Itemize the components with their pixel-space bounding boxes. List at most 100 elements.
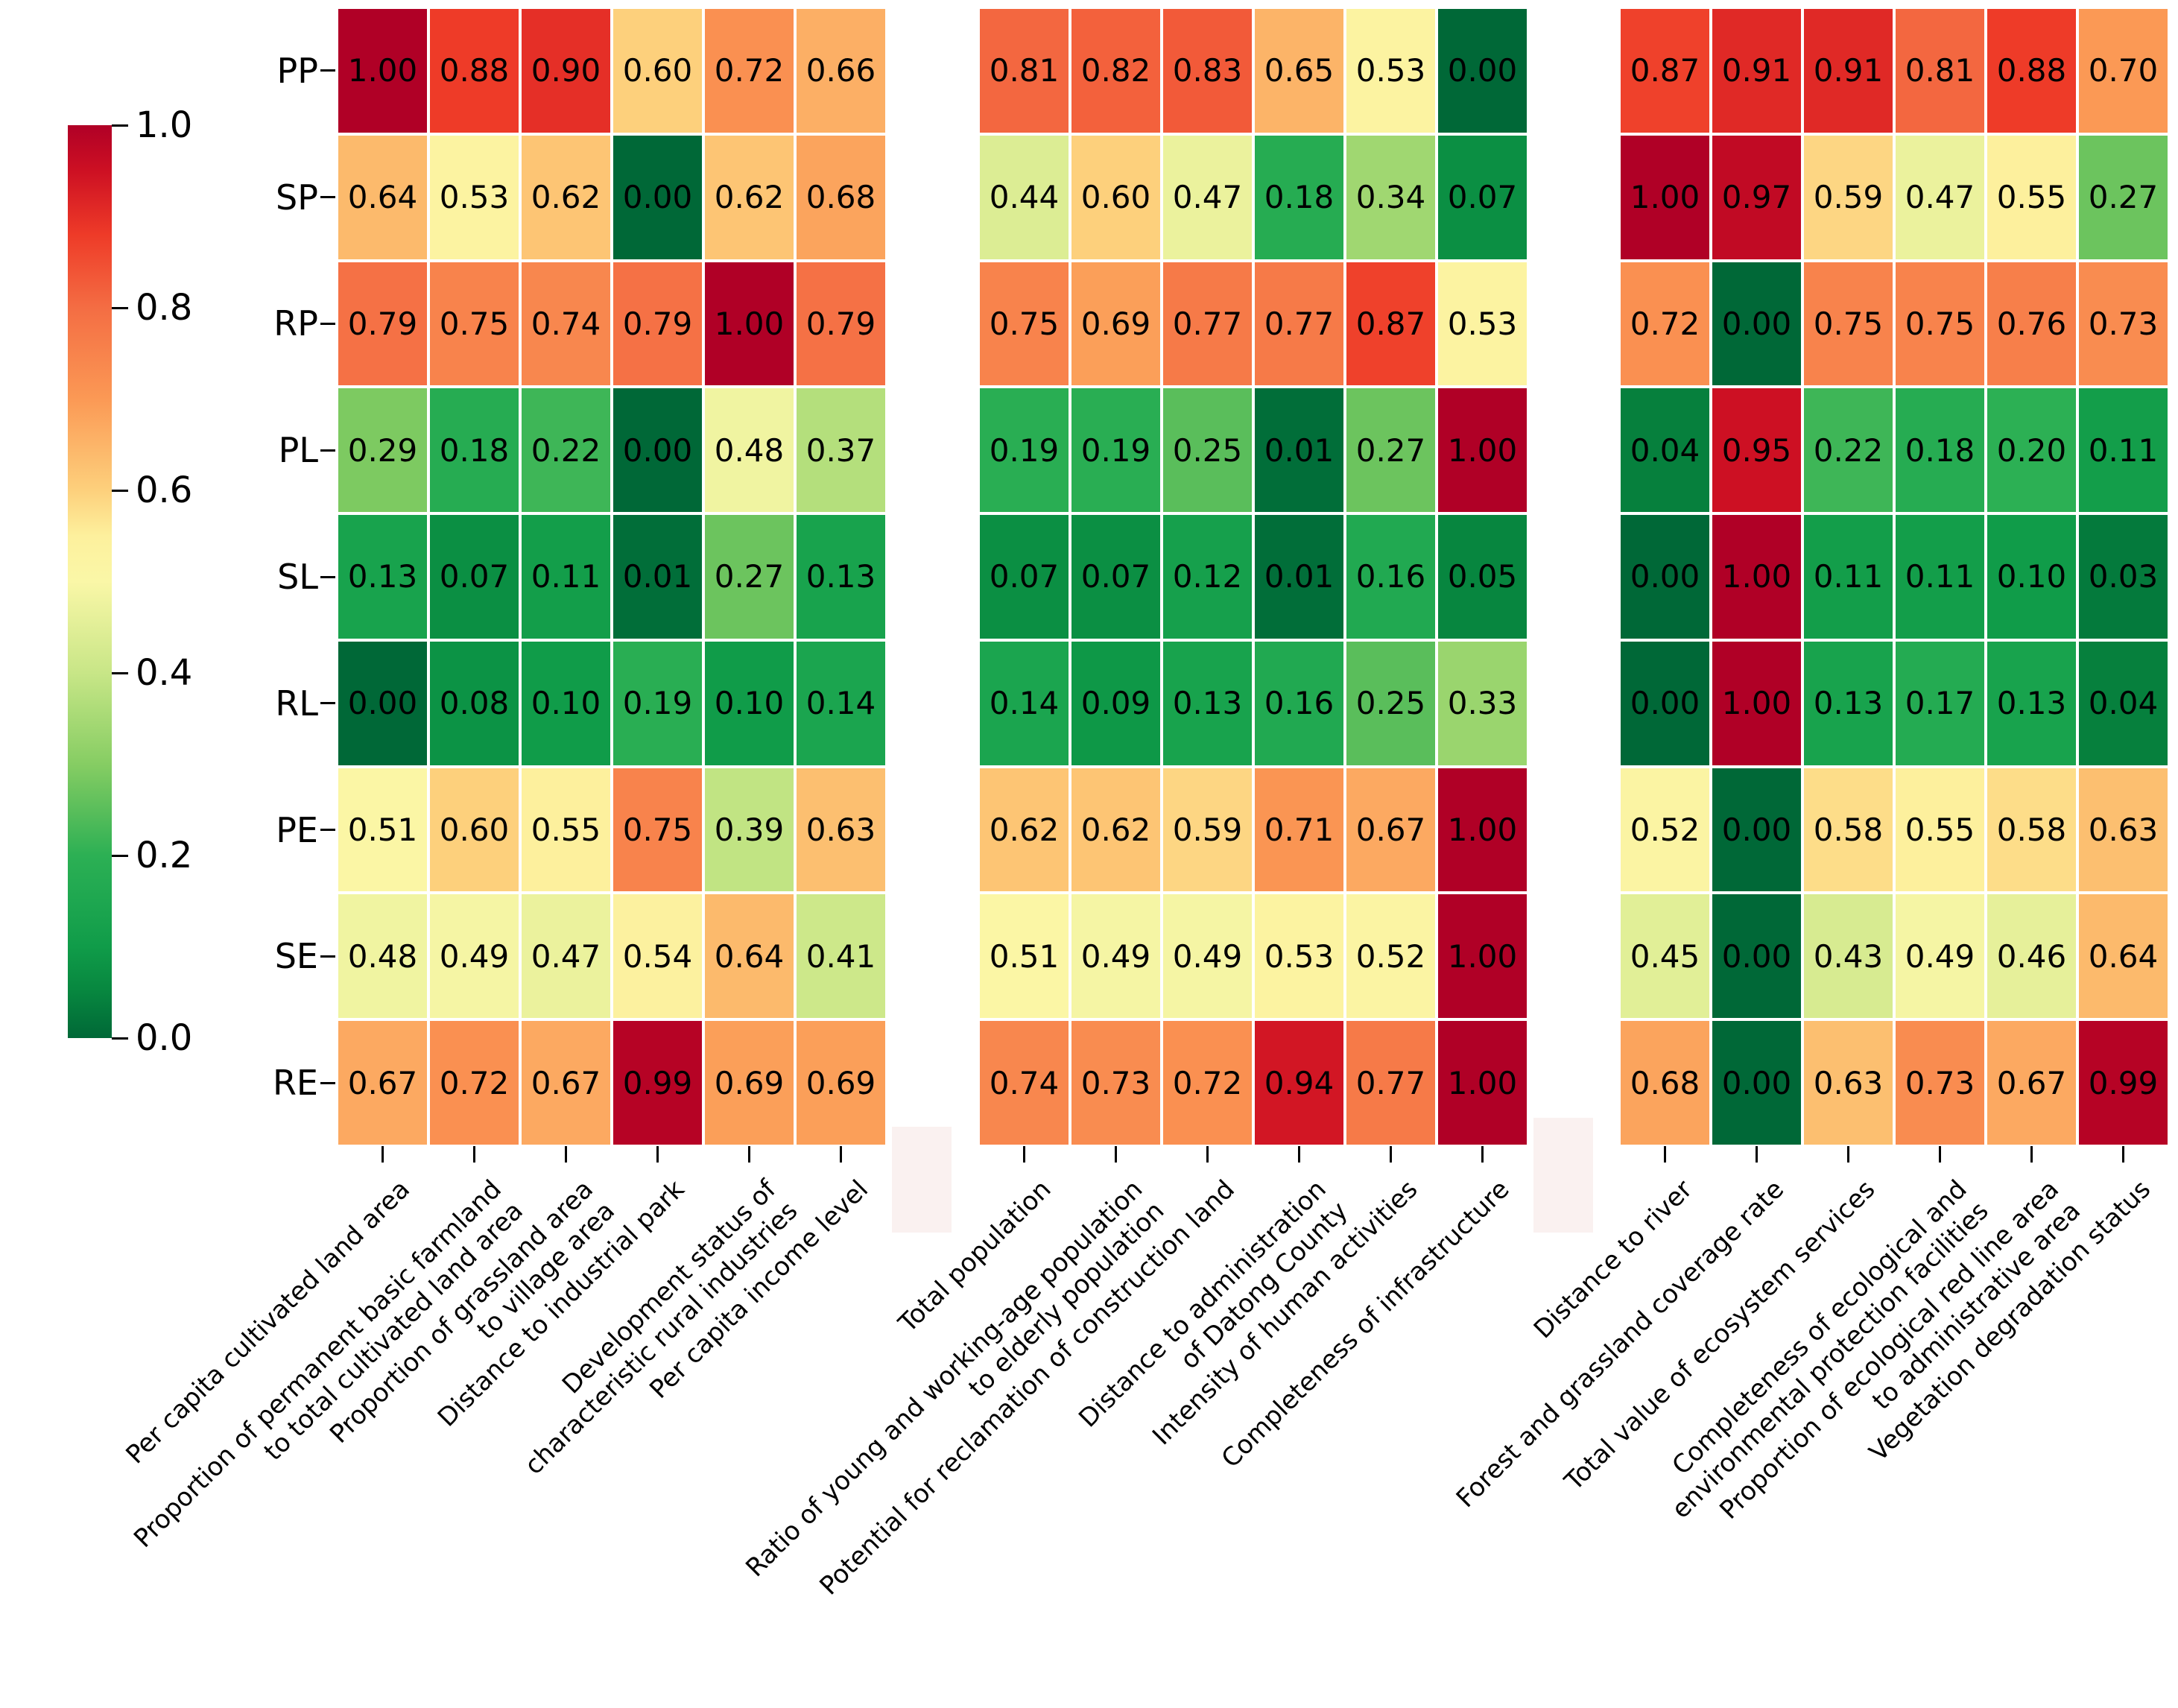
x-axis-tick (2030, 1146, 2033, 1163)
y-axis-label: SP (276, 177, 318, 218)
heatmap-cell: 0.64 (703, 893, 795, 1020)
heatmap-cell: 0.58 (1986, 766, 2077, 893)
heatmap-cell: 0.67 (337, 1019, 428, 1146)
heatmap-cell: 0.60 (1070, 133, 1162, 261)
heatmap-cell: 1.00 (1437, 387, 1528, 514)
heatmap-cell: 0.79 (795, 260, 887, 388)
heatmap-cell: 0.82 (1070, 7, 1162, 134)
heatmap-cell: 0.17 (1894, 639, 1986, 767)
colorbar-tick (112, 1037, 128, 1040)
heatmap-cell: 0.74 (520, 260, 612, 388)
heatmap-cell: 0.75 (428, 260, 520, 388)
heatmap-cell: 0.43 (1802, 893, 1894, 1020)
heatmap-cell: 0.53 (428, 133, 520, 261)
heatmap-cell: 0.19 (1070, 387, 1162, 514)
heatmap-cell: 0.07 (428, 513, 520, 640)
heatmap-cell: 0.04 (1619, 387, 1711, 514)
heatmap-cell: 0.74 (978, 1019, 1070, 1146)
heatmap-cell: 0.91 (1802, 7, 1894, 134)
heatmap-cell: 1.00 (1437, 766, 1528, 893)
heatmap-cell: 0.77 (1253, 260, 1345, 388)
heatmap-cell: 0.64 (2077, 893, 2169, 1020)
heatmap-cell: 0.66 (795, 7, 887, 134)
colorbar-tick (112, 489, 128, 492)
heatmap-cell: 0.53 (1345, 7, 1437, 134)
y-axis-label: PP (276, 50, 318, 91)
heatmap-cell: 0.00 (1619, 513, 1711, 640)
heatmap-cell: 0.11 (1894, 513, 1986, 640)
heatmap-cell: 0.99 (612, 1019, 703, 1146)
heatmap-cell: 0.69 (1070, 260, 1162, 388)
heatmap-cell: 0.73 (2077, 260, 2169, 388)
heatmap-cell: 0.01 (1253, 513, 1345, 640)
heatmap-cell: 0.14 (795, 639, 887, 767)
heatmap-cell: 0.75 (612, 766, 703, 893)
colorbar-gradient (68, 125, 112, 1038)
heatmap-cell: 0.20 (1986, 387, 2077, 514)
heatmap-cell: 0.18 (1253, 133, 1345, 261)
heatmap-cell: 0.18 (428, 387, 520, 514)
colorbar-tick-label: 0.4 (136, 652, 193, 694)
heatmap-cell: 0.00 (1437, 7, 1528, 134)
heatmap-cell: 0.27 (703, 513, 795, 640)
heatmap-cell: 0.10 (703, 639, 795, 767)
heatmap-cell: 0.13 (1802, 639, 1894, 767)
colorbar-tick (112, 124, 128, 127)
heatmap-cell: 0.91 (1711, 7, 1802, 134)
heatmap-cell: 0.10 (1986, 513, 2077, 640)
heatmap-cell: 0.77 (1162, 260, 1253, 388)
x-axis-tick (1481, 1146, 1484, 1163)
colorbar-tick (112, 671, 128, 674)
heatmap-cell: 0.79 (337, 260, 428, 388)
heatmap-cell: 0.60 (612, 7, 703, 134)
heatmap-cell: 0.67 (520, 1019, 612, 1146)
colorbar-tick (112, 854, 128, 857)
heatmap-cell: 0.07 (1437, 133, 1528, 261)
heatmap-cell: 0.70 (2077, 7, 2169, 134)
heatmap-cell: 1.00 (1437, 893, 1528, 1020)
heatmap-cell: 0.88 (1986, 7, 2077, 134)
heatmap-cell: 0.01 (1253, 387, 1345, 514)
heatmap-cell: 0.49 (1162, 893, 1253, 1020)
heatmap-cell: 0.19 (612, 639, 703, 767)
heatmap-cell: 0.44 (978, 133, 1070, 261)
heatmap-cell: 0.18 (1894, 387, 1986, 514)
heatmap-cell: 0.87 (1345, 260, 1437, 388)
y-axis-tick (320, 1081, 335, 1084)
heatmap-cell: 0.47 (1894, 133, 1986, 261)
heatmap-cell: 0.16 (1253, 639, 1345, 767)
heatmap-cell: 1.00 (337, 7, 428, 134)
heatmap-cell: 0.41 (795, 893, 887, 1020)
heatmap-cell: 0.00 (1711, 766, 1802, 893)
heatmap-cell: 0.51 (337, 766, 428, 893)
heatmap-cell: 0.07 (978, 513, 1070, 640)
heatmap-cell: 0.55 (520, 766, 612, 893)
heatmap-cell: 0.79 (612, 260, 703, 388)
heatmap-cell: 0.22 (1802, 387, 1894, 514)
heatmap-cell: 0.69 (703, 1019, 795, 1146)
heatmap-cell: 0.09 (1070, 639, 1162, 767)
heatmap-cell: 0.10 (520, 639, 612, 767)
heatmap-cell: 0.64 (337, 133, 428, 261)
y-axis-label: SE (274, 936, 318, 977)
colorbar-tick (112, 306, 128, 309)
heatmap-cell: 0.49 (1894, 893, 1986, 1020)
heatmap-cell: 0.22 (520, 387, 612, 514)
y-axis-label: RL (275, 683, 318, 724)
x-axis-tick (1023, 1146, 1025, 1163)
heatmap-cell: 1.00 (1711, 639, 1802, 767)
heatmap-cell: 0.25 (1162, 387, 1253, 514)
heatmap-cell: 0.37 (795, 387, 887, 514)
heatmap-cell: 0.68 (1619, 1019, 1711, 1146)
x-axis-tick (656, 1146, 659, 1163)
heatmap-cell: 0.11 (1802, 513, 1894, 640)
heatmap-cell: 0.12 (1162, 513, 1253, 640)
heatmap-cell: 0.58 (1802, 766, 1894, 893)
heatmap-cell: 0.47 (1162, 133, 1253, 261)
heatmap-cell: 0.73 (1894, 1019, 1986, 1146)
x-axis-tick (565, 1146, 567, 1163)
heatmap-cell: 0.29 (337, 387, 428, 514)
heatmap-cell: 0.13 (1162, 639, 1253, 767)
heatmap-cell: 0.53 (1437, 260, 1528, 388)
